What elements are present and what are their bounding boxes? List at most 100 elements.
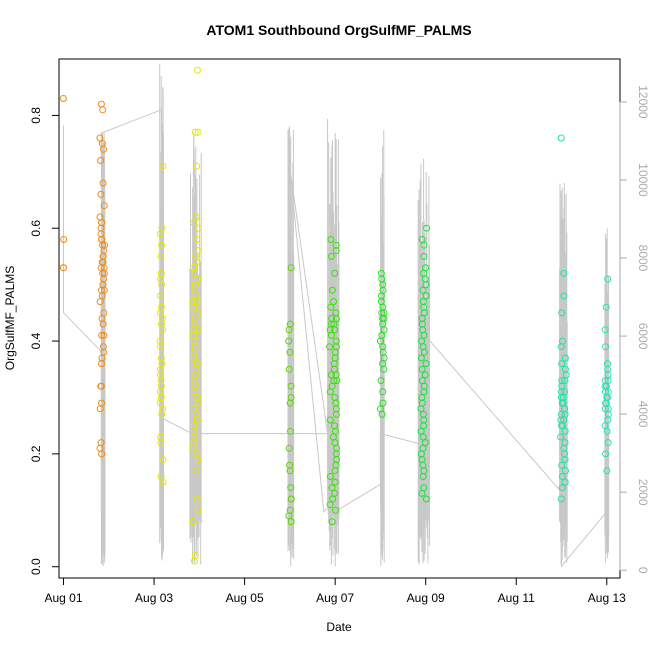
data-point bbox=[159, 456, 167, 463]
data-point bbox=[332, 315, 340, 322]
data-point bbox=[326, 388, 334, 396]
x-tick-label: Aug 05 bbox=[226, 591, 264, 605]
data-point bbox=[333, 377, 341, 385]
y-tick-label: 0.2 bbox=[29, 445, 43, 462]
x-tick-label: Aug 07 bbox=[316, 591, 354, 605]
data-point bbox=[557, 134, 565, 142]
data-point bbox=[285, 444, 293, 452]
data-point bbox=[377, 377, 385, 385]
data-point bbox=[194, 128, 202, 136]
data-point bbox=[96, 405, 104, 413]
data-point bbox=[332, 410, 340, 418]
data-point bbox=[561, 427, 569, 435]
data-point bbox=[422, 292, 430, 300]
altitude-spike-group bbox=[100, 132, 106, 565]
data-point bbox=[193, 236, 201, 243]
data-point bbox=[190, 303, 198, 311]
data-point bbox=[100, 202, 108, 210]
data-point bbox=[287, 518, 295, 526]
data-point bbox=[99, 106, 107, 114]
data-point bbox=[60, 236, 68, 243]
data-point bbox=[192, 213, 200, 221]
data-point bbox=[330, 298, 337, 306]
x-tick-label: Aug 13 bbox=[588, 591, 626, 605]
y2-tick-label: 2000 bbox=[636, 479, 650, 506]
y-tick-label: 0.6 bbox=[29, 220, 43, 237]
data-point bbox=[558, 473, 566, 480]
data-point bbox=[59, 95, 67, 102]
y-tick-label: 0.4 bbox=[29, 332, 43, 349]
data-point bbox=[158, 410, 166, 418]
chart-title: ATOM1 Southbound OrgSulfMF_PALMS bbox=[206, 22, 471, 38]
data-point bbox=[191, 128, 199, 136]
data-point bbox=[189, 518, 197, 526]
data-point bbox=[192, 258, 200, 266]
data-point bbox=[326, 343, 334, 351]
data-point bbox=[189, 444, 197, 452]
data-point bbox=[158, 241, 166, 249]
data-point bbox=[98, 360, 105, 368]
data-point bbox=[561, 478, 569, 486]
data-point bbox=[562, 467, 569, 475]
data-point bbox=[420, 348, 428, 356]
data-point bbox=[287, 264, 295, 272]
data-point bbox=[422, 495, 430, 503]
data-point bbox=[194, 275, 202, 283]
data-point bbox=[99, 320, 107, 328]
data-point bbox=[557, 495, 565, 503]
data-point bbox=[157, 439, 165, 447]
data-point bbox=[193, 495, 201, 503]
data-point bbox=[420, 331, 428, 339]
data-point bbox=[423, 224, 431, 232]
data-point bbox=[602, 303, 610, 311]
y2-tick-label: 4000 bbox=[636, 401, 650, 428]
data-point bbox=[328, 484, 336, 492]
data-point bbox=[329, 495, 337, 503]
altitude-spike-group bbox=[379, 129, 385, 567]
data-point bbox=[286, 348, 294, 356]
data-point bbox=[98, 331, 106, 339]
data-point bbox=[194, 456, 202, 463]
data-point bbox=[194, 399, 202, 407]
y2-tick-label: 8000 bbox=[636, 245, 650, 272]
data-point bbox=[604, 416, 612, 424]
data-point bbox=[560, 269, 568, 277]
data-point bbox=[326, 473, 334, 480]
data-point bbox=[327, 252, 335, 260]
data-point bbox=[418, 489, 426, 497]
data-point bbox=[60, 264, 67, 272]
data-point bbox=[156, 230, 164, 238]
data-point bbox=[379, 388, 387, 396]
y-tick-label: 0.0 bbox=[29, 558, 43, 575]
data-point bbox=[328, 286, 336, 294]
data-point bbox=[417, 354, 425, 362]
y2-tick-label: 6000 bbox=[636, 323, 650, 350]
data-point bbox=[332, 506, 339, 514]
data-point bbox=[601, 405, 609, 413]
data-point bbox=[97, 100, 105, 108]
data-point bbox=[96, 134, 104, 142]
data-point bbox=[328, 518, 336, 526]
y-axis-left: 0.0 0.2 0.4 0.6 0.8 bbox=[29, 107, 60, 575]
data-point bbox=[285, 337, 293, 345]
data-point bbox=[561, 377, 569, 385]
data-point bbox=[331, 478, 339, 486]
data-point bbox=[328, 331, 335, 339]
data-point bbox=[327, 236, 335, 243]
x-tick-label: Aug 09 bbox=[407, 591, 445, 605]
altitude-spike-group bbox=[417, 158, 430, 565]
data-point bbox=[558, 422, 566, 430]
data-point bbox=[421, 371, 429, 379]
data-point bbox=[378, 410, 386, 418]
x-tick-label: Aug 03 bbox=[135, 591, 173, 605]
y2-tick-label: 10000 bbox=[636, 163, 650, 197]
data-point bbox=[194, 506, 202, 514]
data-point bbox=[326, 501, 334, 509]
data-point bbox=[193, 416, 201, 424]
data-point bbox=[331, 326, 339, 334]
data-point bbox=[194, 224, 202, 232]
data-point bbox=[194, 326, 202, 334]
data-point bbox=[159, 326, 166, 334]
y2-tick-label: 0 bbox=[636, 567, 650, 574]
